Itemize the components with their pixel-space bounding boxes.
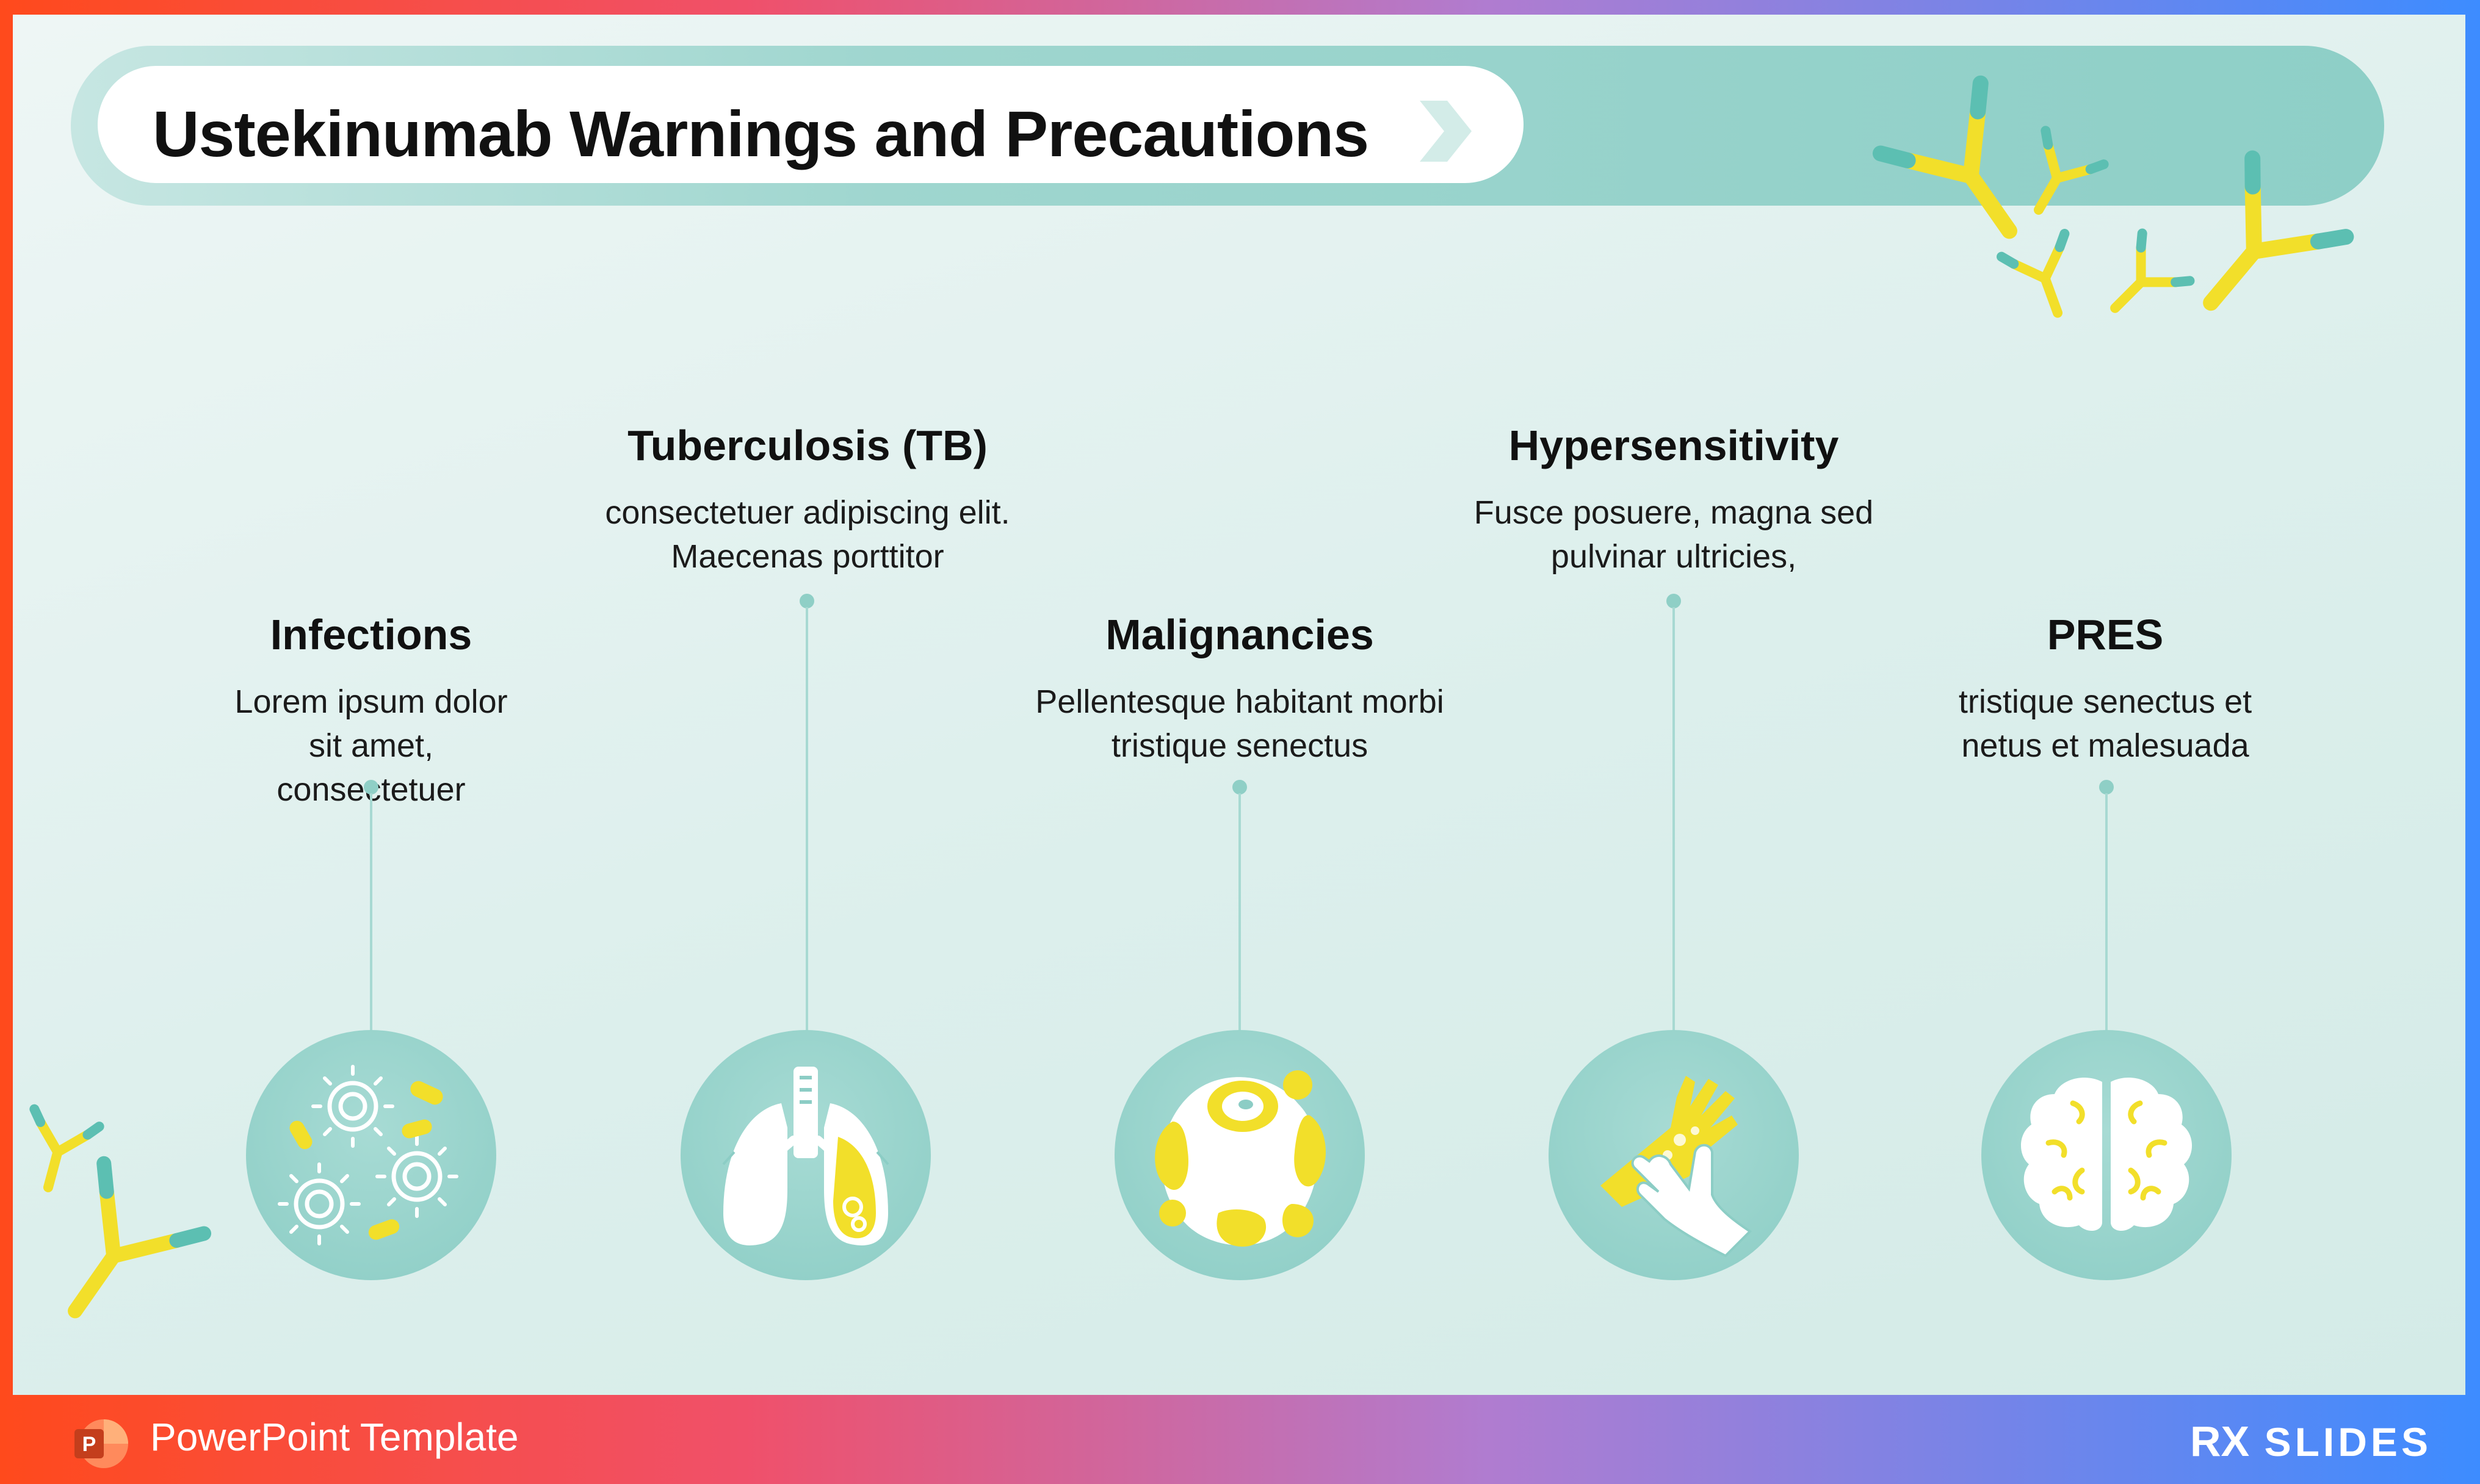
antibody-decoration-cluster-bottom xyxy=(29,1104,212,1319)
antibody-decoration-cluster-top xyxy=(1872,75,2354,318)
title-pill xyxy=(98,66,1524,183)
connector-dot xyxy=(1666,594,1681,608)
connector-dot xyxy=(1232,780,1247,794)
connector-line xyxy=(370,793,372,1031)
lungs-icon xyxy=(722,1067,889,1245)
brand-logo: RX SLIDES xyxy=(2190,1417,2432,1466)
brand-prefix: RX xyxy=(2190,1417,2250,1465)
warning-item-malignancies: Malignancies Pellentesque habitant morbi… xyxy=(965,610,1514,768)
item-title: Infections xyxy=(270,611,472,658)
item-description: tristique senectus et netus et malesuada xyxy=(1958,683,2252,764)
item-description: Fusce posuere, magna sed pulvinar ultric… xyxy=(1473,494,1874,575)
brand-name: SLIDES xyxy=(2264,1419,2432,1464)
connector-dot xyxy=(2099,780,2114,794)
chevron-right-icon xyxy=(1420,101,1472,162)
connector-line xyxy=(806,607,808,1031)
item-description: Pellentesque habitant morbi tristique se… xyxy=(1035,683,1444,764)
warning-item-infections: Infections Lorem ipsum dolor sit amet, c… xyxy=(96,610,646,812)
icon-circle-infections xyxy=(246,1030,496,1280)
connector-line xyxy=(1672,607,1675,1031)
connector-dot xyxy=(800,594,814,608)
connector-dot xyxy=(364,780,378,794)
brain-icon xyxy=(2020,1077,2193,1231)
svg-text:P: P xyxy=(82,1433,96,1456)
warning-item-pres: PRES tristique senectus et netus et male… xyxy=(1831,610,2380,768)
slide-title: Ustekinumab Warnings and Precautions xyxy=(153,98,1369,170)
icon-circle-tuberculosis xyxy=(681,1030,931,1280)
item-title: Tuberculosis (TB) xyxy=(627,422,988,469)
icon-circle-pres xyxy=(1981,1030,2232,1280)
icon-circle-malignancies xyxy=(1115,1030,1365,1280)
item-title: Malignancies xyxy=(1105,611,1374,658)
icon-circle-hypersensitivity xyxy=(1549,1030,1799,1280)
item-title: Hypersensitivity xyxy=(1508,422,1839,469)
item-description: consectetuer adipiscing elit. Maecenas p… xyxy=(605,494,1010,575)
footer-template-label: PowerPoint Template xyxy=(150,1415,519,1459)
warning-item-tuberculosis: Tuberculosis (TB) consectetuer adipiscin… xyxy=(533,421,1082,578)
connector-line xyxy=(1238,793,1241,1031)
bacteria-icon xyxy=(278,1065,458,1245)
allergic-hand-icon xyxy=(1600,1076,1752,1258)
connector-line xyxy=(2105,793,2108,1031)
powerpoint-logo-icon: P xyxy=(74,1419,128,1468)
item-title: PRES xyxy=(2047,611,2164,658)
warning-item-hypersensitivity: Hypersensitivity Fusce posuere, magna se… xyxy=(1399,421,1948,578)
cancer-cell-icon xyxy=(1155,1070,1326,1247)
